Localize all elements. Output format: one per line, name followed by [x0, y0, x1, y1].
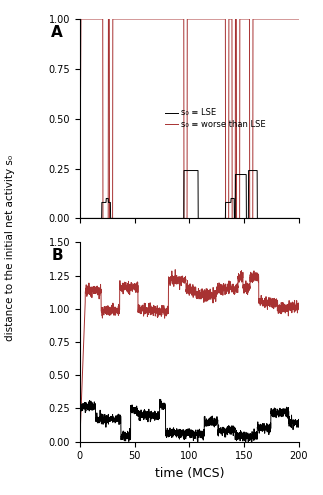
s₀ ≡ LSE: [290, 215, 294, 221]
s₀ ≡ LSE: [89, 215, 93, 221]
Text: distance to the initial net activity s₀: distance to the initial net activity s₀: [5, 154, 15, 341]
s₀ ≡ LSE: [297, 215, 301, 221]
s₀ ≡ LSE: [179, 215, 182, 221]
Legend: s₀ ≡ LSE, s₀ ≡ worse than LSE: s₀ ≡ LSE, s₀ ≡ worse than LSE: [162, 105, 269, 132]
s₀ ≡ LSE: [182, 168, 186, 174]
s₀ ≡ LSE: [184, 168, 188, 174]
s₀ ≡ LSE: [291, 215, 295, 221]
s₀ ≡ LSE: [78, 215, 82, 221]
s₀ ≡ LSE: [250, 168, 254, 174]
Text: B: B: [51, 248, 63, 263]
Text: A: A: [51, 25, 63, 40]
Line: s₀ ≡ LSE: s₀ ≡ LSE: [80, 171, 299, 218]
X-axis label: time (MCS): time (MCS): [154, 467, 224, 480]
